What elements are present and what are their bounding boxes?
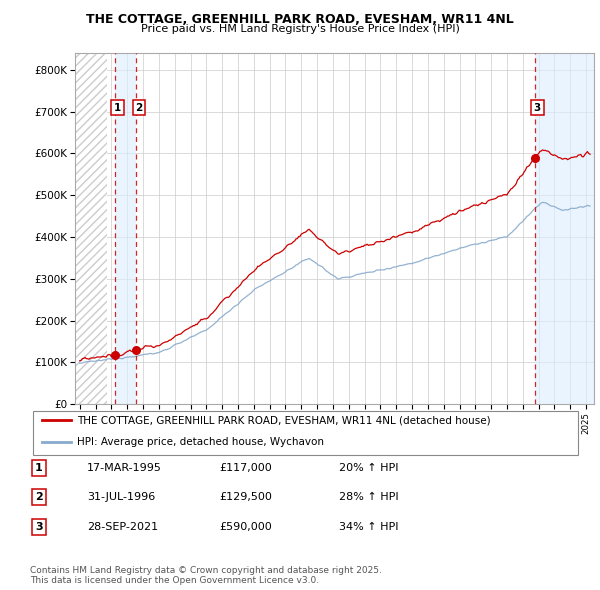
Text: THE COTTAGE, GREENHILL PARK ROAD, EVESHAM, WR11 4NL: THE COTTAGE, GREENHILL PARK ROAD, EVESHA…: [86, 13, 514, 26]
Text: £590,000: £590,000: [219, 522, 272, 532]
Text: £129,500: £129,500: [219, 493, 272, 502]
Text: 34% ↑ HPI: 34% ↑ HPI: [339, 522, 398, 532]
Text: 31-JUL-1996: 31-JUL-1996: [87, 493, 155, 502]
Text: 20% ↑ HPI: 20% ↑ HPI: [339, 463, 398, 473]
Text: 1: 1: [35, 463, 43, 473]
Text: £117,000: £117,000: [219, 463, 272, 473]
Text: 17-MAR-1995: 17-MAR-1995: [87, 463, 162, 473]
Text: HPI: Average price, detached house, Wychavon: HPI: Average price, detached house, Wych…: [77, 437, 324, 447]
FancyBboxPatch shape: [33, 411, 578, 455]
Bar: [115, 53, 136, 404]
Text: 1: 1: [114, 103, 121, 113]
Text: 28-SEP-2021: 28-SEP-2021: [87, 522, 158, 532]
Text: 2: 2: [136, 103, 143, 113]
Text: 28% ↑ HPI: 28% ↑ HPI: [339, 493, 398, 502]
Text: 2: 2: [35, 493, 43, 502]
Bar: [535, 53, 594, 404]
Text: Price paid vs. HM Land Registry's House Price Index (HPI): Price paid vs. HM Land Registry's House …: [140, 24, 460, 34]
Text: Contains HM Land Registry data © Crown copyright and database right 2025.
This d: Contains HM Land Registry data © Crown c…: [30, 566, 382, 585]
Text: THE COTTAGE, GREENHILL PARK ROAD, EVESHAM, WR11 4NL (detached house): THE COTTAGE, GREENHILL PARK ROAD, EVESHA…: [77, 415, 491, 425]
Text: 3: 3: [35, 522, 43, 532]
Bar: [75, 53, 107, 404]
Text: 3: 3: [534, 103, 541, 113]
